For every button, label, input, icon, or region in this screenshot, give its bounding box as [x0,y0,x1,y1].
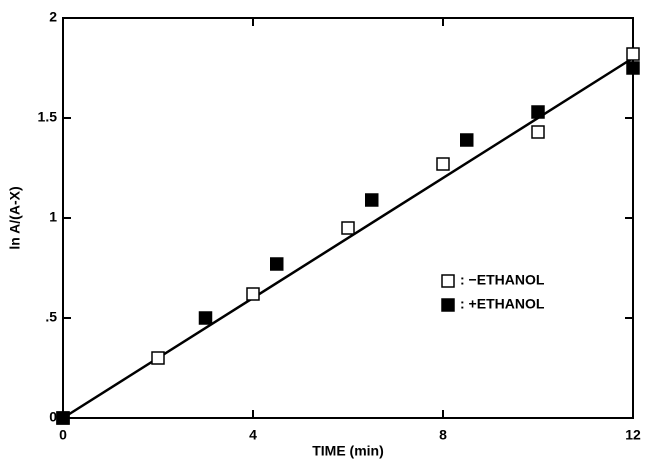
x-tick-label: 0 [59,427,67,443]
x-axis-label: TIME (min) [312,443,384,459]
data-point [341,221,355,235]
data-point [151,351,165,365]
legend-marker [441,274,455,288]
x-tick-label: 8 [439,427,447,443]
legend-label: : −ETHANOL [460,272,545,288]
data-point [626,47,640,61]
data-point [531,125,545,139]
y-tick-label: 1 [49,209,57,225]
y-tick-label: 2 [49,9,57,25]
data-point [365,193,379,207]
y-tick-label: 1.5 [38,109,58,125]
legend-marker [441,298,455,312]
x-tick-label: 4 [249,427,257,443]
legend-label: : +ETHANOL [460,296,545,312]
data-point [198,311,213,325]
data-point [531,105,545,119]
data-point [270,257,284,271]
y-tick-label: 0 [49,409,57,425]
data-point [626,61,640,75]
data-point [436,157,450,171]
data-point [246,287,260,301]
plot-frame [62,17,634,419]
y-axis-label: ln A/(A-X) [7,186,23,249]
fit-line [62,56,634,420]
y-tick-label: .5 [45,309,57,325]
data-point [56,411,70,425]
data-point [460,133,474,147]
x-tick-label: 12 [625,427,641,443]
